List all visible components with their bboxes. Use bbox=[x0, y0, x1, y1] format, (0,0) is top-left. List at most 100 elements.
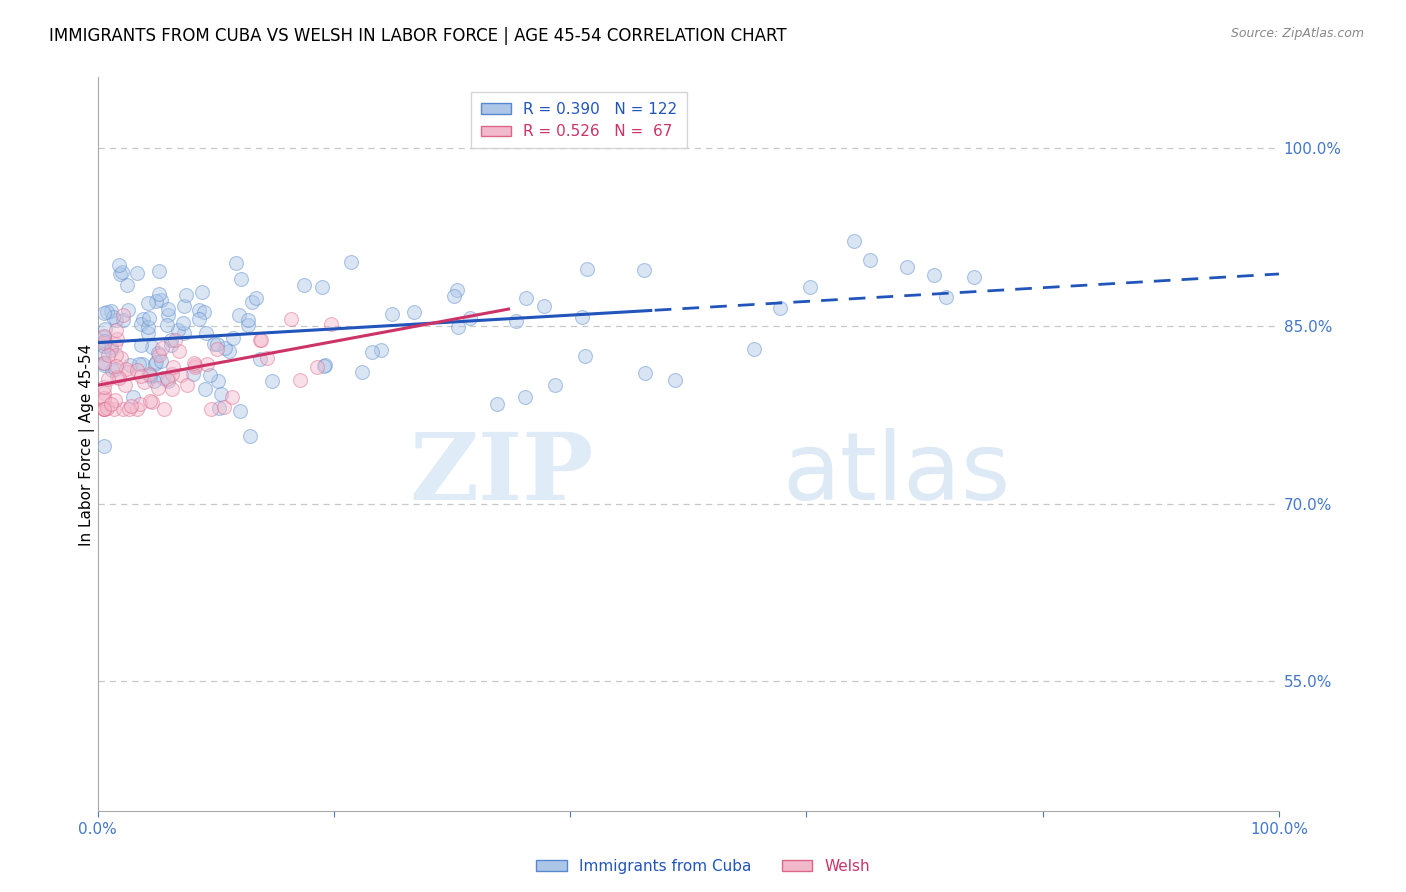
Point bbox=[212, 400, 235, 414]
Point bbox=[288, 374, 311, 388]
Point bbox=[172, 317, 194, 331]
Point bbox=[93, 328, 115, 343]
Point bbox=[148, 347, 170, 361]
Point bbox=[100, 363, 122, 377]
Point bbox=[321, 317, 343, 331]
Point bbox=[842, 234, 865, 248]
Point bbox=[153, 401, 176, 416]
Point bbox=[132, 312, 155, 326]
Y-axis label: In Labor Force | Age 45-54: In Labor Force | Age 45-54 bbox=[79, 343, 94, 546]
Point bbox=[458, 311, 481, 326]
Point bbox=[221, 391, 243, 405]
Point bbox=[141, 339, 163, 353]
Point bbox=[97, 372, 120, 386]
Point bbox=[200, 401, 222, 416]
Point bbox=[229, 403, 252, 417]
Point bbox=[118, 359, 141, 373]
Point bbox=[97, 348, 120, 362]
Point bbox=[236, 318, 259, 333]
Point bbox=[167, 343, 190, 358]
Point bbox=[117, 302, 139, 317]
Point bbox=[138, 368, 160, 383]
Point bbox=[105, 332, 128, 346]
Point bbox=[305, 359, 328, 374]
Point bbox=[249, 352, 271, 367]
Text: Source: ZipAtlas.com: Source: ZipAtlas.com bbox=[1230, 27, 1364, 40]
Point bbox=[139, 368, 162, 383]
Point bbox=[162, 359, 184, 374]
Point bbox=[245, 291, 267, 305]
Point bbox=[486, 397, 509, 411]
Point bbox=[963, 270, 986, 285]
Point bbox=[935, 290, 957, 304]
Point bbox=[160, 337, 183, 351]
Point bbox=[132, 375, 155, 389]
Point bbox=[104, 323, 127, 337]
Point bbox=[249, 333, 271, 347]
Point bbox=[183, 358, 205, 372]
Point bbox=[107, 371, 129, 385]
Point bbox=[148, 264, 170, 278]
Point bbox=[117, 401, 139, 416]
Point bbox=[93, 401, 115, 416]
Point bbox=[103, 401, 125, 416]
Point bbox=[183, 356, 205, 370]
Point bbox=[256, 351, 278, 365]
Point bbox=[238, 313, 260, 327]
Point bbox=[104, 336, 127, 351]
Point bbox=[115, 361, 138, 376]
Point bbox=[314, 358, 336, 372]
Point bbox=[280, 312, 302, 326]
Point bbox=[228, 308, 250, 322]
Point bbox=[138, 311, 160, 326]
Point bbox=[93, 401, 115, 416]
Point bbox=[173, 326, 195, 340]
Point bbox=[93, 385, 115, 400]
Point bbox=[160, 382, 183, 396]
Point bbox=[156, 318, 179, 332]
Point bbox=[136, 295, 159, 310]
Point bbox=[205, 342, 228, 356]
Point bbox=[145, 355, 167, 369]
Point bbox=[105, 370, 128, 384]
Point bbox=[117, 365, 139, 379]
Point bbox=[114, 377, 136, 392]
Point bbox=[633, 262, 655, 277]
Point bbox=[200, 368, 222, 382]
Point bbox=[93, 358, 115, 372]
Point bbox=[447, 319, 470, 334]
Point bbox=[93, 339, 115, 353]
Point bbox=[96, 401, 118, 416]
Point bbox=[131, 369, 153, 384]
Point bbox=[195, 357, 218, 371]
Point bbox=[93, 391, 115, 405]
Point bbox=[240, 294, 263, 309]
Point bbox=[150, 341, 173, 355]
Point bbox=[260, 374, 283, 388]
Point bbox=[93, 356, 115, 370]
Point bbox=[111, 265, 134, 279]
Point bbox=[96, 305, 118, 319]
Point bbox=[128, 357, 150, 371]
Legend: R = 0.390   N = 122, R = 0.526   N =  67: R = 0.390 N = 122, R = 0.526 N = 67 bbox=[471, 93, 686, 148]
Point bbox=[111, 308, 134, 322]
Point bbox=[194, 382, 217, 396]
Point bbox=[188, 311, 211, 326]
Point bbox=[136, 326, 159, 340]
Point bbox=[170, 368, 193, 382]
Point bbox=[94, 322, 117, 336]
Point bbox=[121, 390, 143, 404]
Point bbox=[150, 293, 173, 308]
Point bbox=[156, 374, 179, 388]
Point bbox=[105, 313, 128, 327]
Point bbox=[174, 288, 197, 302]
Point bbox=[93, 347, 115, 361]
Point bbox=[404, 305, 426, 319]
Point bbox=[222, 331, 245, 345]
Point bbox=[93, 379, 115, 393]
Point bbox=[195, 326, 218, 340]
Point bbox=[208, 401, 231, 416]
Point bbox=[100, 304, 122, 318]
Point bbox=[576, 262, 599, 277]
Point bbox=[104, 392, 127, 407]
